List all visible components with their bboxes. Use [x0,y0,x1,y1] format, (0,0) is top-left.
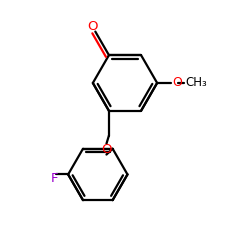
Text: F: F [51,172,58,185]
Text: CH₃: CH₃ [185,76,207,90]
Text: O: O [87,20,98,33]
Text: O: O [101,142,112,156]
Text: O: O [173,76,182,90]
